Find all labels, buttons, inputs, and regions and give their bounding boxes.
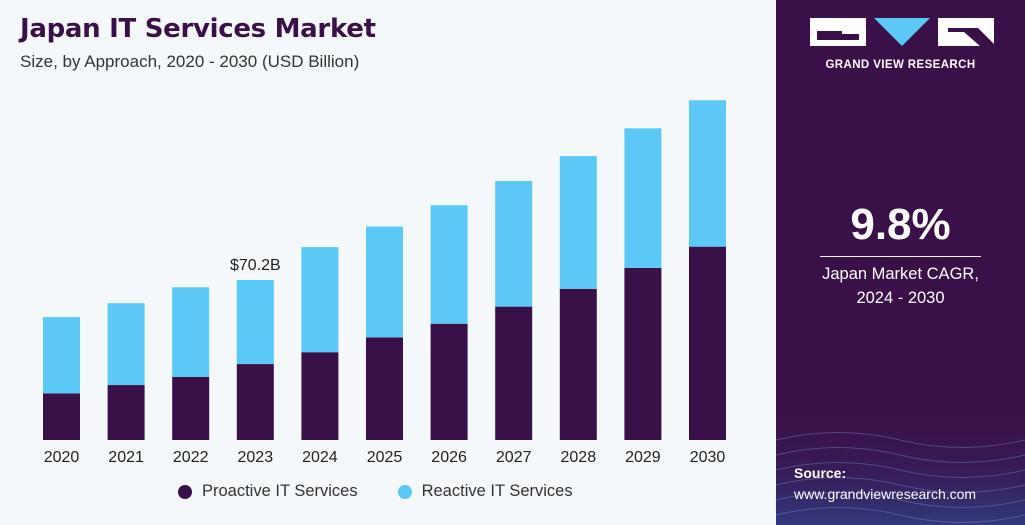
- x-tick-label: 2026: [431, 449, 467, 466]
- source-link[interactable]: www.grandviewresearch.com: [794, 486, 977, 502]
- x-tick-label: 2030: [690, 449, 726, 466]
- bar-proactive-2020: [43, 393, 80, 440]
- gvr-logo-icon: [810, 18, 994, 46]
- chart-legend: Proactive IT Services Reactive IT Servic…: [178, 482, 613, 501]
- bar-reactive-2027: [495, 180, 533, 307]
- x-tick-label: 2022: [173, 449, 209, 466]
- bar-reactive-2021: [107, 303, 145, 386]
- bar-proactive-2023: [236, 364, 274, 440]
- bar-proactive-2021: [107, 385, 145, 440]
- bar-proactive-2030: [689, 246, 726, 440]
- stacked-bar-chart: 2020 2021 2022 2023 2024 2025 2026 2027 2028 2029…: [43, 100, 726, 466]
- legend-item-proactive: Proactive IT Services: [178, 482, 358, 501]
- data-label-2023: $70.2B: [230, 257, 281, 274]
- bar-proactive-2022: [172, 376, 210, 440]
- legend-swatch-proactive: [178, 484, 192, 499]
- source-label: Source:: [794, 465, 847, 481]
- x-tick-label: 2023: [238, 449, 274, 466]
- bar-reactive-2029: [624, 128, 662, 268]
- bar-reactive-2024: [301, 247, 339, 353]
- x-tick-label: 2025: [367, 449, 403, 466]
- page-title: Japan IT Services Market: [20, 14, 376, 44]
- x-tick-label: 2027: [496, 449, 532, 466]
- bar-proactive-2028: [559, 288, 597, 440]
- bar-reactive-2025: [366, 226, 403, 338]
- bar-proactive-2029: [624, 267, 662, 440]
- decorative-wave-pattern: [776, 400, 1025, 525]
- x-tick-label: 2021: [108, 449, 144, 466]
- legend-swatch-reactive: [397, 484, 412, 499]
- cagr-period: 2024 - 2030: [856, 289, 945, 307]
- chart-panel: Japan IT Services Market Size, by Approa…: [0, 0, 776, 525]
- x-tick-label: 2020: [44, 449, 80, 466]
- bar-proactive-2024: [301, 352, 339, 440]
- bar-proactive-2026: [430, 323, 468, 440]
- brand-name: GRAND VIEW RESEARCH: [825, 59, 976, 71]
- cagr-label-line: Japan Market CAGR,: [822, 265, 979, 283]
- bar-reactive-2022: [172, 287, 210, 377]
- bar-proactive-2027: [495, 306, 533, 440]
- bar-reactive-2028: [559, 156, 597, 289]
- bar-proactive-2025: [366, 337, 403, 440]
- bar-reactive-2030: [689, 100, 726, 247]
- x-tick-label: 2028: [561, 449, 597, 466]
- x-tick-label: 2029: [625, 449, 661, 466]
- bar-reactive-2020: [43, 317, 80, 394]
- x-tick-label: 2024: [302, 449, 338, 466]
- cagr-value: 9.8%: [850, 200, 951, 249]
- legend-label-proactive: Proactive IT Services: [202, 482, 358, 500]
- cagr-divider: [820, 256, 981, 257]
- legend-item-reactive: Reactive IT Services: [397, 482, 573, 501]
- cagr-label: Japan Market CAGR, 2024 - 2030: [776, 262, 1025, 310]
- chart-subtitle: Size, by Approach, 2020 - 2030 (USD Bill…: [20, 52, 360, 71]
- info-sidebar: GRAND VIEW RESEARCH 9.8% Japan Market CA…: [776, 0, 1025, 525]
- legend-label-reactive: Reactive IT Services: [421, 482, 573, 500]
- bar-reactive-2023: [236, 279, 274, 365]
- bar-reactive-2026: [430, 205, 468, 324]
